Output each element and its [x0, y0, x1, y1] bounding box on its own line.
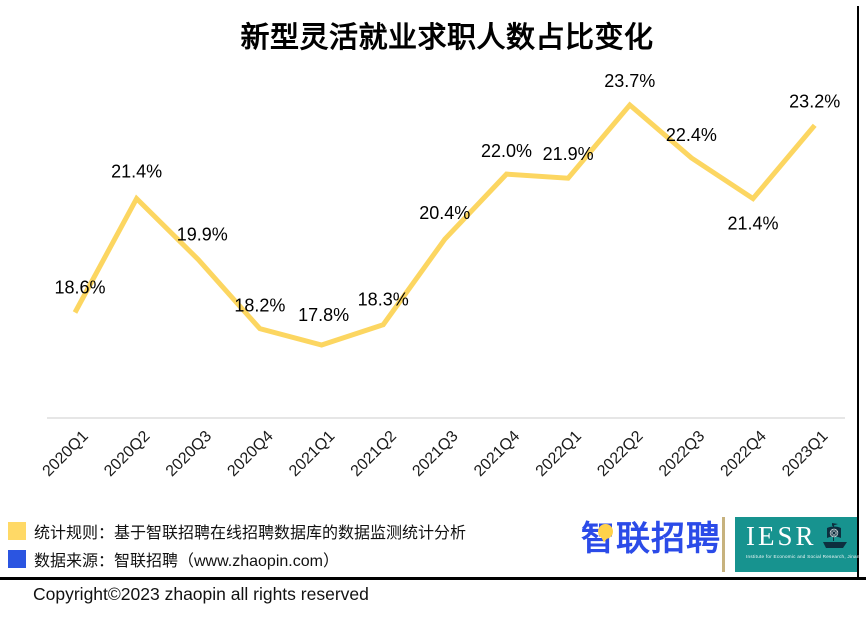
logo-divider: [722, 517, 725, 572]
x-tick-label: 2021Q4: [471, 428, 523, 480]
data-label: 17.8%: [298, 305, 349, 325]
x-tick-label: 2021Q3: [409, 428, 461, 480]
right-border-line: [857, 6, 859, 579]
x-tick-label: 2021Q1: [286, 428, 338, 480]
legend-text-data-source: 数据来源：智联招聘（www.zhaopin.com）: [34, 553, 339, 570]
legend-text-stat-rule: 统计规则：基于智联招聘在线招聘数据库的数据监测统计分析: [34, 525, 467, 542]
chart-title: 新型灵活就业求职人数占比变化: [240, 22, 654, 54]
data-label: 21.4%: [111, 162, 162, 182]
legend: 统计规则：基于智联招聘在线招聘数据库的数据监测统计分析 数据来源：智联招聘（ww…: [8, 521, 466, 577]
legend-row-data-source: 数据来源：智联招聘（www.zhaopin.com）: [8, 549, 466, 570]
data-label: 23.2%: [789, 91, 840, 111]
x-tick-label: 2021Q2: [348, 428, 400, 480]
x-tick-label: 2022Q1: [533, 428, 585, 480]
data-label: 18.6%: [54, 278, 105, 298]
legend-swatch-blue: [8, 550, 26, 568]
iesr-acronym: IESR: [746, 520, 817, 551]
x-tick-label: 2020Q3: [163, 428, 215, 480]
iesr-logo: IESR Institute for Economic and Social R…: [735, 517, 866, 572]
data-label: 22.4%: [666, 125, 717, 145]
data-label: 18.3%: [358, 290, 409, 310]
legend-row-stat-rule: 统计规则：基于智联招聘在线招聘数据库的数据监测统计分析: [8, 521, 467, 542]
data-label: 21.4%: [727, 214, 778, 234]
data-label: 20.4%: [419, 203, 470, 223]
x-tick-label: 2020Q1: [40, 428, 92, 480]
x-tick-label: 2022Q4: [718, 428, 770, 480]
series-line: [72, 101, 817, 348]
line-chart: 18.6% 21.4% 19.9% 18.2% 17.8% 18.3% 20.4% 22.0%…: [40, 71, 845, 480]
data-label: 18.2%: [234, 296, 285, 316]
data-label: 22.0%: [481, 141, 532, 161]
zhaopin-pin-icon: [598, 524, 613, 539]
x-tick-label: 2022Q2: [594, 428, 646, 480]
copyright-text: Copyright©2023 zhaopin all rights reserv…: [33, 584, 369, 604]
ship-icon: [823, 523, 847, 548]
x-tick-label: 2020Q2: [101, 428, 153, 480]
iesr-subtext: Institute for Economic and Social Resear…: [746, 554, 866, 559]
x-tick-label: 2022Q3: [656, 428, 708, 480]
data-label: 21.9%: [543, 144, 594, 164]
iesr-logo-top: IESR: [746, 522, 851, 550]
data-label: 19.9%: [177, 225, 228, 245]
legend-swatch-yellow: [8, 522, 26, 540]
bottom-rule: [0, 577, 866, 580]
data-label: 23.7%: [604, 71, 655, 91]
x-tick-label: 2023Q1: [779, 428, 831, 480]
x-tick-label: 2020Q4: [224, 428, 276, 480]
zhaopin-logo: 智联招聘: [581, 519, 721, 560]
